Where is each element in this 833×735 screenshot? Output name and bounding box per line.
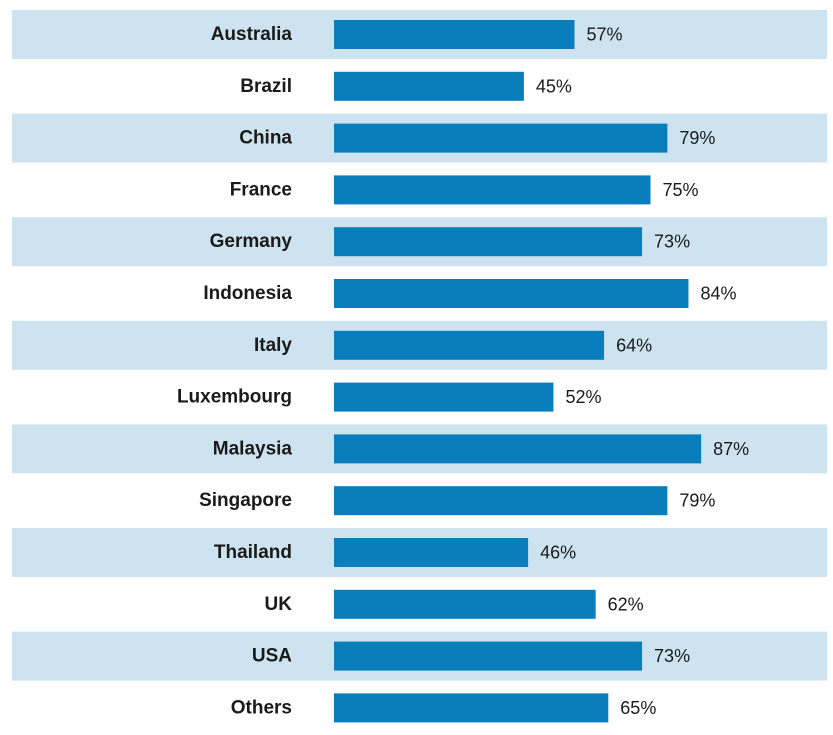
value-label-usa: 73% xyxy=(654,646,690,666)
bar-singapore xyxy=(334,486,668,516)
bars xyxy=(334,20,702,723)
category-label-singapore: Singapore xyxy=(199,490,292,511)
category-label-usa: USA xyxy=(252,646,292,667)
bar-australia xyxy=(334,20,575,49)
value-label-france: 75% xyxy=(663,180,699,200)
bar-china xyxy=(334,123,668,153)
value-label-italy: 64% xyxy=(616,335,652,355)
value-label-thailand: 46% xyxy=(540,543,576,563)
category-label-others: Others xyxy=(231,697,292,718)
value-label-china: 79% xyxy=(679,128,715,148)
value-label-singapore: 79% xyxy=(679,491,715,511)
value-label-germany: 73% xyxy=(654,232,690,252)
bar-indonesia xyxy=(334,279,689,308)
bar-luxembourg xyxy=(334,382,554,412)
bar-usa xyxy=(334,641,643,671)
category-label-china: China xyxy=(239,128,292,149)
category-label-italy: Italy xyxy=(254,335,292,356)
value-label-luxembourg: 52% xyxy=(565,387,601,407)
value-label-uk: 62% xyxy=(608,594,644,614)
bar-thailand xyxy=(334,538,529,567)
bar-brazil xyxy=(334,71,524,101)
category-label-malaysia: Malaysia xyxy=(213,438,293,459)
bar-malaysia xyxy=(334,434,702,464)
bar-others xyxy=(334,693,609,723)
category-label-luxembourg: Luxembourg xyxy=(177,387,292,408)
category-label-germany: Germany xyxy=(210,231,293,252)
value-label-indonesia: 84% xyxy=(700,284,736,304)
category-label-indonesia: Indonesia xyxy=(203,283,292,304)
bar-germany xyxy=(334,227,643,257)
bar-uk xyxy=(334,589,596,619)
category-label-brazil: Brazil xyxy=(240,76,292,97)
category-label-thailand: Thailand xyxy=(214,542,292,563)
bar-italy xyxy=(334,330,605,360)
category-label-uk: UK xyxy=(265,594,293,615)
category-labels: Australia Brazil China France Germany Indones… xyxy=(177,24,292,718)
value-label-malaysia: 87% xyxy=(713,439,749,459)
category-label-france: France xyxy=(230,179,292,200)
value-label-others: 65% xyxy=(620,698,656,718)
value-label-australia: 57% xyxy=(587,25,623,45)
bar-france xyxy=(334,175,651,205)
value-labels: 57% 45% 79% 75% 73% 84% 64% 52% 87% 79% 46% 62% 73% 6… xyxy=(536,25,749,718)
value-label-brazil: 45% xyxy=(536,76,572,96)
category-label-australia: Australia xyxy=(211,24,293,45)
